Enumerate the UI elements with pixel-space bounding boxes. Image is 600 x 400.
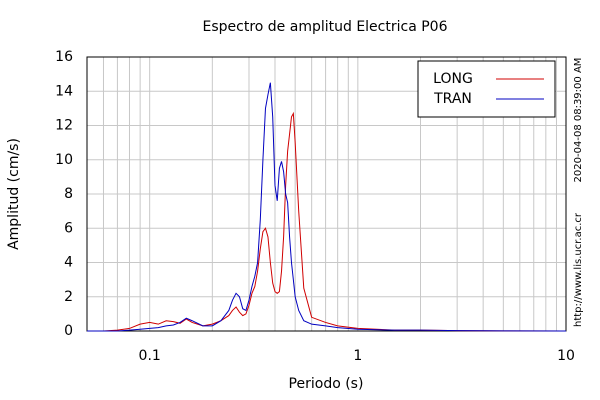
y-tick-label: 6 (64, 220, 73, 236)
plot-frame (86, 56, 567, 332)
x-tick-label: 10 (557, 348, 575, 364)
legend-label: TRAN (433, 91, 472, 107)
x-axis-label: Periodo (s) (289, 376, 364, 392)
chart-title: Espectro de amplitud Electrica P06 (203, 19, 448, 35)
timestamp: 2020-04-08 08:39:00 AM (573, 58, 584, 183)
y-tick-label: 4 (64, 255, 73, 271)
legend-label: LONG (433, 71, 473, 87)
legend-box (417, 60, 556, 118)
y-tick-label: 2 (64, 289, 73, 305)
x-tick-label: 0.1 (139, 348, 161, 364)
y-tick-label: 0 (64, 323, 73, 339)
y-tick-label: 12 (55, 118, 73, 134)
data-line (87, 82, 567, 332)
x-tick-label: 1 (353, 348, 362, 364)
data-line (87, 111, 567, 332)
y-tick-label: 16 (55, 49, 73, 65)
y-tick-label: 10 (55, 152, 73, 168)
y-tick-label: 8 (64, 186, 73, 202)
y-axis-label: Amplitud (cm/s) (6, 138, 22, 250)
y-tick-label: 14 (55, 83, 73, 99)
source-url: http://www.lis.ucr.ac.cr (573, 212, 584, 327)
